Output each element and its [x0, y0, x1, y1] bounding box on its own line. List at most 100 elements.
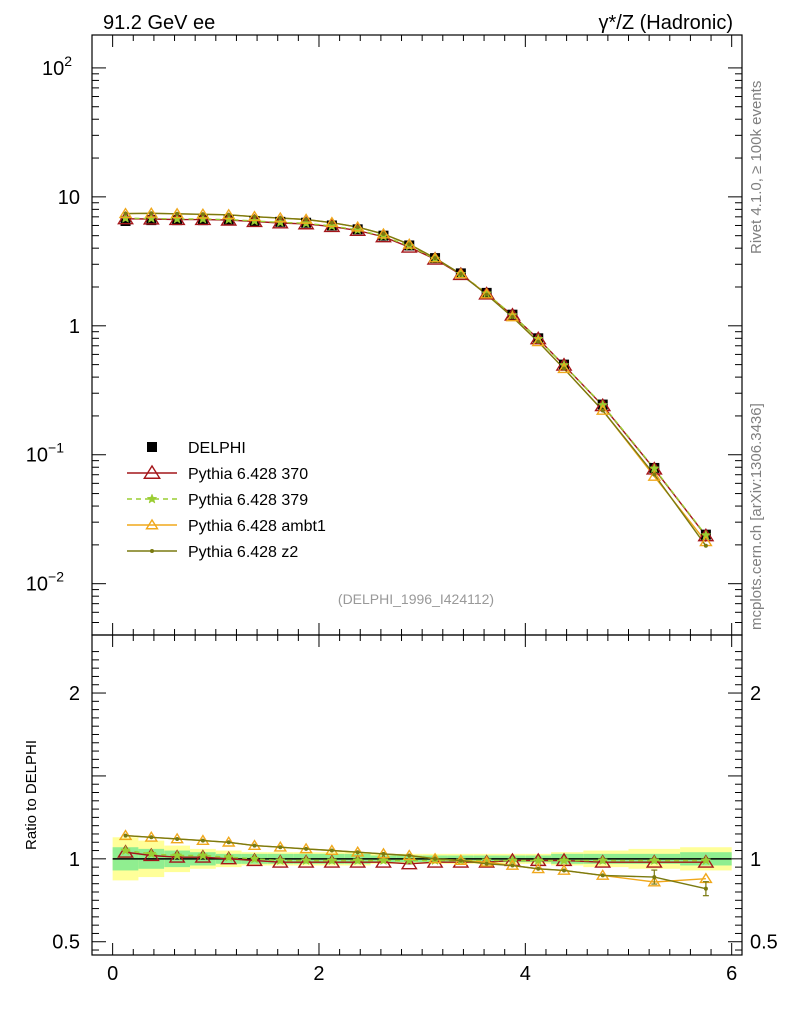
ratio-point-pythia-6-428-z2	[200, 838, 205, 843]
main-point-pythia-6-428-ambt1	[144, 206, 159, 218]
ratio-point-pythia-6-428-370	[594, 854, 612, 868]
y-tick-label: 10−2	[26, 569, 64, 596]
main-point-pythia-6-428-ambt1	[479, 287, 494, 299]
main-point-pythia-6-428-z2	[433, 256, 438, 261]
main-point-pythia-6-428-z2	[355, 225, 360, 230]
main-point-pythia-6-428-ambt1	[170, 207, 184, 219]
main-point-pythia-6-428-z2	[123, 211, 128, 216]
ratio-point-pythia-6-428-379	[249, 853, 260, 864]
ratio-point-pythia-6-428-379	[274, 854, 286, 866]
x-tick-label: 6	[726, 963, 737, 985]
ratio-point-pythia-6-428-370	[271, 854, 289, 868]
ratio-point-pythia-6-428-370	[323, 854, 341, 868]
ratio-point-pythia-6-428-z2	[510, 863, 515, 868]
ratio-point-pythia-6-428-379	[352, 854, 364, 866]
ratio-point-pythia-6-428-z2	[278, 845, 283, 850]
ratio-point-pythia-6-428-z2	[149, 835, 154, 840]
legend-marker-delphi	[147, 442, 157, 452]
y-tick-label: 102	[42, 53, 72, 80]
mcplots-source-label: mcplots.cern.ch [arXiv:1306.3436]	[748, 403, 765, 630]
ratio-point-pythia-6-428-z2	[562, 868, 567, 873]
ratio-point-pythia-6-428-z2	[329, 848, 334, 853]
ratio-point-pythia-6-428-379	[558, 854, 570, 866]
ratio-point-pythia-6-428-379	[378, 854, 389, 866]
ratio-point-pythia-6-428-379	[145, 848, 157, 859]
ratio-point-pythia-6-428-379	[171, 849, 183, 861]
main-panel	[117, 206, 715, 548]
main-line-pythia-6-428-379	[125, 217, 707, 536]
main-point-pythia-6-428-z2	[703, 543, 708, 548]
ratio-point-pythia-6-428-z2	[600, 873, 605, 878]
main-point-pythia-6-428-z2	[381, 232, 386, 237]
ratio-point-pythia-6-428-379	[300, 854, 312, 866]
ratio-point-pythia-6-428-z2	[407, 853, 412, 858]
ratio-point-pythia-6-428-z2	[175, 836, 180, 841]
main-point-pythia-6-428-z2	[458, 271, 463, 276]
ratio-panel	[112, 829, 732, 897]
legend-label-delphi: DELPHI	[188, 440, 246, 457]
main-point-pythia-6-428-z2	[149, 211, 154, 216]
ratio-point-pythia-6-428-379	[700, 854, 712, 866]
legend-marker-pythia-6-428-ambt1	[145, 518, 159, 530]
main-point-pythia-6-428-z2	[510, 314, 515, 319]
legend: DELPHI Pythia 6.428 370 Pythia 6.428 379 Py…	[127, 440, 326, 561]
ratio-point-pythia-6-428-379	[197, 849, 209, 861]
main-point-pythia-6-428-z2	[600, 408, 605, 413]
ratio-y-tick-label: 0.5	[52, 932, 80, 954]
main-point-pythia-6-428-z2	[407, 242, 412, 247]
main-point-pythia-6-428-ambt1	[299, 213, 313, 224]
ratio-point-pythia-6-428-370	[375, 854, 392, 868]
y-tick-label: 10	[58, 187, 80, 209]
main-point-pythia-6-428-z2	[329, 220, 334, 225]
x-tick-label: 0	[107, 963, 118, 985]
ratio-y-axis-label: Ratio to DELPHI	[23, 740, 40, 850]
main-point-pythia-6-428-ambt1	[350, 220, 365, 232]
ratio-y-tick-label-right: 1	[750, 849, 761, 871]
main-point-pythia-6-428-z2	[226, 212, 231, 217]
main-point-pythia-6-428-z2	[278, 216, 283, 221]
ratio-point-pythia-6-428-370	[246, 852, 263, 867]
title-left: 91.2 GeV ee	[103, 12, 215, 34]
y-tick-label: 10−1	[26, 440, 64, 467]
ratio-point-pythia-6-428-379	[326, 854, 338, 866]
main-point-pythia-6-428-ambt1	[595, 404, 610, 415]
main-point-pythia-6-428-ambt1	[557, 362, 571, 374]
ratio-point-pythia-6-428-379	[223, 851, 235, 862]
main-point-pythia-6-428-ambt1	[221, 208, 236, 220]
ratio-point-pythia-6-428-370	[400, 855, 418, 870]
ratio-y-tick-label-right: 0.5	[750, 932, 778, 954]
main-point-pythia-6-428-ambt1	[402, 238, 417, 249]
main-point-pythia-6-428-ambt1	[273, 211, 288, 223]
ratio-point-pythia-6-428-379	[120, 844, 131, 856]
main-point-pythia-6-428-ambt1	[647, 470, 662, 481]
main-point-pythia-6-428-ambt1	[505, 310, 520, 322]
legend-label-pythia-6-428-379: Pythia 6.428 379	[188, 492, 308, 509]
main-point-pythia-6-428-ambt1	[428, 251, 442, 263]
ratio-point-pythia-6-428-z2	[536, 866, 541, 871]
main-point-pythia-6-428-z2	[175, 211, 180, 216]
x-tick-label: 4	[520, 963, 531, 985]
legend-marker-pythia-6-428-370	[143, 464, 161, 479]
main-point-pythia-6-428-ambt1	[247, 210, 262, 222]
title-right: γ*/Z (Hadronic)	[599, 12, 733, 34]
rivet-version-label: Rivet 4.1.0, ≥ 100k events	[748, 81, 765, 254]
ratio-point-pythia-6-428-z2	[226, 840, 231, 845]
ratio-plot-frame	[91, 634, 743, 956]
ratio-y-tick-label: 1	[69, 849, 80, 871]
main-point-pythia-6-428-z2	[304, 217, 309, 222]
ratio-point-pythia-6-428-379	[597, 854, 609, 866]
analysis-id-label: (DELPHI_1996_I424112)	[338, 591, 494, 607]
ratio-point-pythia-6-428-z2	[458, 858, 463, 863]
ratio-point-pythia-6-428-370	[297, 854, 315, 868]
data-point-delphi	[120, 215, 131, 226]
ratio-y-tick-label-right: 2	[750, 683, 761, 705]
main-point-pythia-6-428-z2	[652, 472, 657, 477]
ratio-point-pythia-6-428-z2	[304, 846, 309, 851]
main-point-pythia-6-428-z2	[252, 214, 257, 219]
ratio-point-pythia-6-428-370	[349, 854, 367, 868]
ratio-point-pythia-6-428-370	[426, 854, 444, 868]
main-point-pythia-6-428-ambt1	[531, 335, 545, 347]
main-point-pythia-6-428-ambt1	[454, 267, 468, 279]
main-point-pythia-6-428-ambt1	[196, 207, 210, 219]
